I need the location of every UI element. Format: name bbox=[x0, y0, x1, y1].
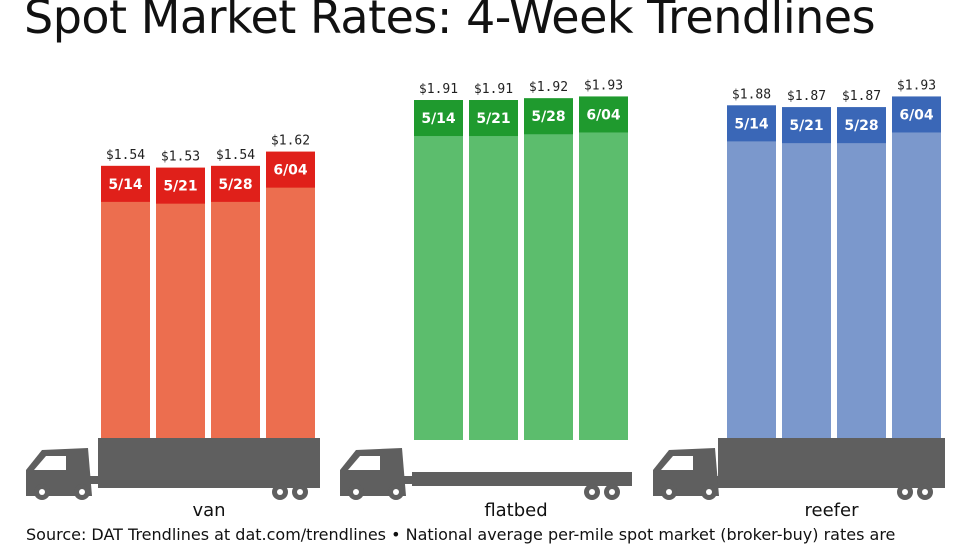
week-label: 6/04 bbox=[586, 107, 621, 123]
bar-cap bbox=[837, 107, 886, 144]
truck-icon: flatbed bbox=[340, 448, 632, 521]
category-label: flatbed bbox=[484, 500, 547, 521]
value-label: $1.54 bbox=[106, 148, 145, 163]
value-label: $1.88 bbox=[732, 87, 771, 102]
bar bbox=[837, 107, 886, 440]
bar-cap bbox=[101, 165, 150, 202]
bar bbox=[414, 100, 463, 441]
source-note: Source: DAT Trendlines at dat.com/trendl… bbox=[26, 525, 896, 544]
bar-cap bbox=[266, 151, 315, 188]
value-label: $1.93 bbox=[897, 78, 936, 93]
bar-cap bbox=[727, 105, 776, 142]
week-label: 5/21 bbox=[789, 118, 823, 134]
category-label: reefer bbox=[805, 500, 860, 521]
week-label: 5/14 bbox=[734, 116, 769, 132]
value-label: $1.53 bbox=[161, 150, 200, 165]
bar bbox=[524, 98, 573, 441]
bar-cap bbox=[469, 100, 518, 137]
value-label: $1.92 bbox=[529, 80, 568, 95]
bar bbox=[727, 105, 776, 441]
bar bbox=[101, 165, 150, 440]
week-label: 6/04 bbox=[899, 107, 934, 123]
value-label: $1.54 bbox=[216, 148, 255, 163]
value-label: $1.62 bbox=[271, 134, 310, 149]
bar bbox=[579, 96, 628, 441]
truck-icon: reefer bbox=[653, 438, 945, 521]
value-label: $1.87 bbox=[842, 89, 881, 104]
category-label: van bbox=[192, 500, 225, 521]
week-label: 6/04 bbox=[273, 163, 308, 179]
bar-cap bbox=[414, 100, 463, 137]
value-label: $1.87 bbox=[787, 89, 826, 104]
bar bbox=[156, 167, 205, 440]
bar-cap bbox=[211, 165, 260, 202]
value-label: $1.91 bbox=[474, 82, 513, 97]
week-label: 5/28 bbox=[531, 109, 565, 125]
bar bbox=[892, 96, 941, 441]
week-label: 5/28 bbox=[844, 118, 878, 134]
value-label: $1.93 bbox=[584, 78, 623, 93]
chart-title: Spot Market Rates: 4-Week Trendlines bbox=[24, 0, 876, 44]
bar bbox=[211, 165, 260, 440]
bar bbox=[266, 151, 315, 440]
bar-cap bbox=[892, 96, 941, 133]
bar-group-reefer: 5/14 $1.88 5/21 $1.87 5/28 $1.87 6/04 $1.93 bbox=[727, 78, 941, 441]
bar-group-flatbed: 5/14 $1.91 5/21 $1.91 5/28 $1.92 6/04 $1.93 bbox=[414, 78, 628, 441]
truck-icon: van bbox=[26, 438, 320, 521]
week-label: 5/28 bbox=[218, 177, 252, 193]
bar bbox=[469, 100, 518, 441]
week-label: 5/21 bbox=[476, 111, 510, 127]
bar bbox=[782, 107, 831, 440]
bar-cap bbox=[524, 98, 573, 135]
value-label: $1.91 bbox=[419, 82, 458, 97]
bar-cap bbox=[782, 107, 831, 144]
bar-cap bbox=[579, 96, 628, 133]
week-label: 5/14 bbox=[108, 177, 143, 193]
bar-cap bbox=[156, 167, 205, 204]
week-label: 5/14 bbox=[421, 111, 456, 127]
week-label: 5/21 bbox=[163, 179, 197, 195]
bar-group-van: 5/14 $1.54 5/21 $1.53 5/28 $1.54 6/04 $1.62 bbox=[101, 134, 315, 440]
